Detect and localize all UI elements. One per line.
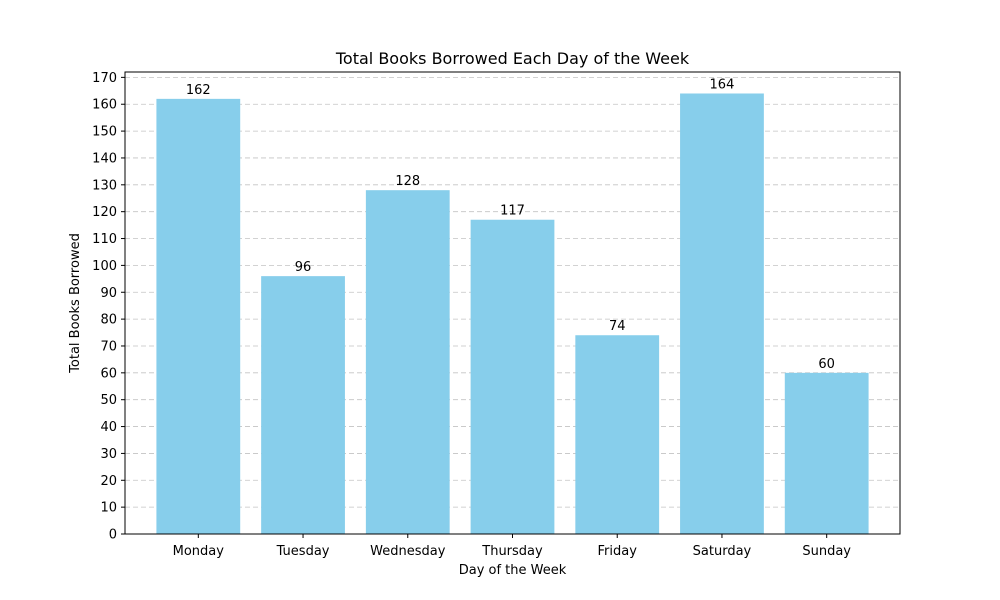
bar-friday (575, 335, 660, 534)
data-label-monday: 162 (186, 83, 211, 98)
data-label-wednesday: 128 (395, 174, 420, 189)
y-tick-label: 110 (92, 232, 117, 247)
bar-wednesday (365, 190, 450, 535)
x-tick-label-thursday: Thursday (481, 544, 543, 559)
x-axis-ticks: Monday Tuesday Wednesday Thursday Friday Satu… (173, 534, 851, 559)
data-labels: 162 96 128 117 74 164 60 (186, 77, 835, 371)
data-label-tuesday: 96 (295, 260, 312, 275)
y-tick-label: 150 (92, 125, 117, 140)
y-tick-label: 40 (100, 420, 117, 435)
y-tick-label: 50 (100, 393, 117, 408)
x-tick-label-sunday: Sunday (802, 544, 851, 559)
bars (156, 93, 869, 535)
y-tick-label: 120 (92, 205, 117, 220)
bar-tuesday (261, 276, 345, 534)
x-tick-label-monday: Monday (173, 544, 225, 559)
x-tick-label-wednesday: Wednesday (370, 544, 446, 559)
bar-sunday (784, 372, 869, 534)
bar-monday (156, 98, 241, 534)
y-tick-label: 170 (92, 71, 117, 86)
y-tick-label: 80 (100, 313, 117, 328)
x-axis-label: Day of the Week (459, 563, 567, 578)
y-tick-label: 70 (100, 339, 117, 354)
y-axis-label: Total Books Borrowed (68, 233, 83, 374)
bar-thursday (470, 219, 555, 535)
data-label-sunday: 60 (818, 357, 835, 372)
y-axis-ticks: 0 10 20 30 40 50 60 70 80 90 100 110 120 130 140 150 160… (92, 71, 125, 543)
y-tick-label: 100 (92, 259, 117, 274)
data-label-friday: 74 (609, 319, 626, 334)
y-tick-label: 30 (100, 447, 117, 462)
data-label-thursday: 117 (500, 204, 525, 219)
x-tick-label-saturday: Saturday (693, 544, 752, 559)
data-label-saturday: 164 (710, 77, 735, 92)
y-tick-label: 0 (109, 528, 117, 543)
y-tick-label: 90 (100, 286, 117, 301)
x-tick-label-tuesday: Tuesday (276, 544, 330, 559)
bar-saturday (680, 93, 764, 534)
y-tick-label: 20 (100, 474, 117, 489)
y-tick-label: 140 (92, 151, 117, 166)
y-tick-label: 60 (100, 366, 117, 381)
y-tick-label: 160 (92, 98, 117, 113)
x-tick-label-friday: Friday (598, 544, 638, 559)
chart-title: Total Books Borrowed Each Day of the Wee… (335, 49, 690, 68)
y-tick-label: 130 (92, 178, 117, 193)
y-tick-label: 10 (100, 501, 117, 516)
